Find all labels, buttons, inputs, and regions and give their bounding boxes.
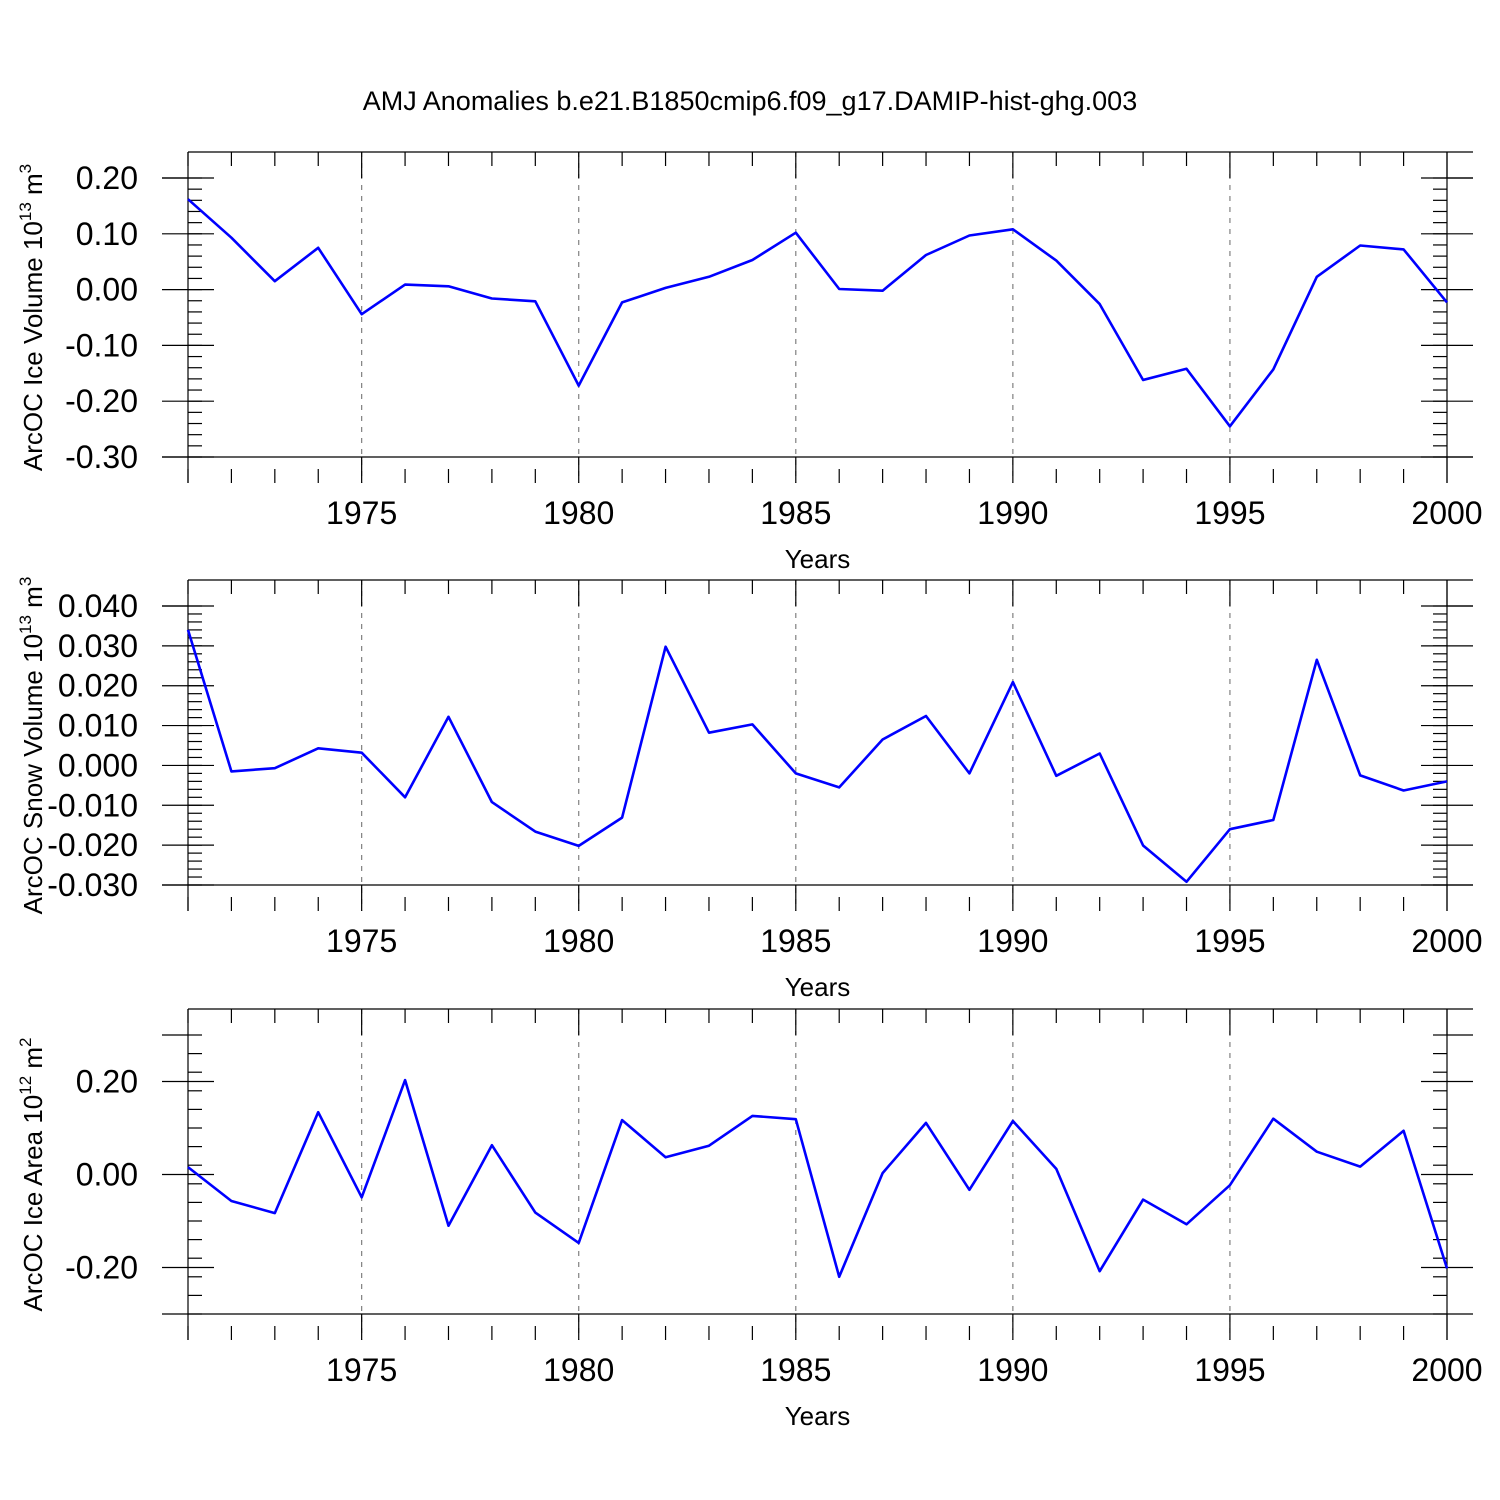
y-tick-label: 0.000 [58,747,138,783]
y-axis-label-ylabel-exp: 13 [16,615,35,634]
x-tick-label: 1995 [1194,495,1265,531]
y-axis-label-ylabel-unit: m [18,586,48,615]
y-axis-label-ylabel-unit: m [18,173,48,202]
x-tick-label: 1980 [543,923,614,959]
y-tick-label: -0.20 [65,383,138,419]
y-tick-label: -0.020 [47,827,138,863]
y-axis-label-ylabel-exp: 13 [16,202,35,221]
x-axis-label: Years [785,544,851,574]
y-axis-label: ArcOC Snow Volume 1013 m3 [16,577,48,915]
x-tick-label: 1995 [1194,923,1265,959]
x-tick-label: 1985 [760,923,831,959]
y-axis-label-ylabel-unit-exp: 3 [16,164,35,173]
y-tick-label: -0.30 [65,439,138,475]
x-tick-label: 1975 [326,923,397,959]
y-axis-label: ArcOC Ice Area 1012 m2 [16,1037,48,1311]
x-tick-label: 1980 [543,1352,614,1388]
y-axis-label-ylabel-main: ArcOC Ice Area 10 [18,1095,48,1312]
y-tick-label: 0.010 [58,708,138,744]
y-tick-label: 0.030 [58,628,138,664]
panel-3: -0.20 0.00 0.20 1975 1980 1985 1990 1995 2000 Yea… [16,1008,1483,1431]
x-tick-label: 2000 [1411,923,1482,959]
y-axis-label-ylabel-exp: 12 [16,1076,35,1095]
y-tick-label: 0.00 [76,272,138,308]
panel-1: -0.30 -0.20 -0.10 0.00 0.10 0.20 1975 1980 1985 1… [16,151,1483,574]
x-tick-label: 1990 [977,1352,1048,1388]
y-tick-label: 0.020 [58,668,138,704]
x-tick-label: 1990 [977,495,1048,531]
y-tick-label: -0.20 [65,1250,138,1286]
y-axis-label-ylabel-unit-exp: 2 [16,1037,35,1046]
series-line [186,629,1448,884]
y-axis-label: ArcOC Ice Volume 1013 m3 [16,164,48,471]
x-axis-label: Years [785,972,851,1002]
y-tick-label: 0.040 [58,588,138,624]
y-tick-label: -0.030 [47,867,138,903]
x-tick-label: 1980 [543,495,614,531]
x-tick-label: 2000 [1411,495,1482,531]
x-tick-label: 1975 [326,495,397,531]
y-axis-label-ylabel-unit: m [18,1047,48,1076]
series-line [187,1078,1449,1279]
x-tick-label: 1975 [326,1352,397,1388]
x-tick-label: 1985 [760,1352,831,1388]
y-axis-label-ylabel-main: ArcOC Ice Volume 10 [18,221,48,471]
y-tick-label: 0.10 [76,216,138,252]
figure-title: AMJ Anomalies b.e21.B1850cmip6.f09_g17.D… [363,86,1137,116]
x-axis-label: Years [785,1401,851,1431]
y-tick-label: -0.10 [65,327,138,363]
x-tick-label: 1985 [760,495,831,531]
x-tick-label: 1990 [977,923,1048,959]
y-tick-label: 0.20 [76,1064,138,1100]
y-axis-label-ylabel-unit-exp: 3 [16,577,35,586]
x-tick-label: 1995 [1194,1352,1265,1388]
y-axis-label-ylabel-main: ArcOC Snow Volume 10 [18,634,48,914]
y-tick-label: -0.010 [47,787,138,823]
y-tick-label: 0.20 [76,160,138,196]
y-tick-label: 0.00 [76,1157,138,1193]
series-line [187,198,1449,428]
x-tick-label: 2000 [1411,1352,1482,1388]
